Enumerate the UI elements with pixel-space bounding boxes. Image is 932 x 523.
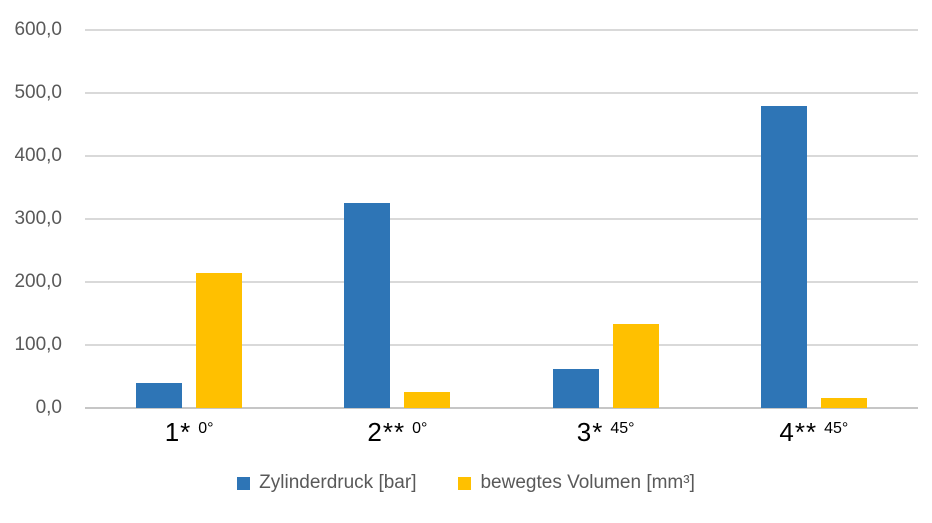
x-axis-label-angle: 0° [198, 420, 214, 437]
y-tick-label: 300,0 [14, 208, 62, 229]
x-axis-label-angle: 0° [412, 420, 428, 437]
y-tick-label: 500,0 [14, 82, 62, 103]
legend-item-zylinderdruck: Zylinderdruck [bar] [237, 472, 416, 494]
legend-item-bewegtes-volumen: bewegtes Volumen [mm³] [458, 472, 695, 494]
y-tick-label: 600,0 [14, 19, 62, 40]
bar-volumen-2 [404, 391, 451, 408]
bar-zylinderdruck-1 [136, 382, 183, 408]
x-axis-label: 1* 0° [84, 417, 294, 448]
x-axis-label-angle: 45° [610, 420, 635, 437]
y-tick-label: 200,0 [14, 271, 62, 292]
chart-legend: Zylinderdruck [bar] bewegtes Volumen [mm… [0, 472, 932, 494]
x-axis-label-main: 2** [367, 417, 406, 447]
bar-zylinderdruck-3 [552, 368, 599, 408]
y-tick-label: 400,0 [14, 145, 62, 166]
bar-volumen-4 [820, 397, 867, 408]
x-axis-label-main: 1* [164, 417, 192, 447]
y-tick-label: 100,0 [14, 334, 62, 355]
gridline [85, 29, 918, 31]
gridline [85, 218, 918, 220]
bar-volumen-1 [196, 273, 243, 408]
legend-swatch-blue [237, 476, 251, 490]
x-axis-label-main: 4** [779, 417, 818, 447]
x-axis-label: 3* 45° [501, 417, 711, 448]
bar-zylinderdruck-4 [760, 105, 807, 408]
x-axis-label: 2** 0° [292, 417, 502, 448]
gridline [85, 155, 918, 157]
x-axis-baseline [85, 407, 918, 409]
legend-label: Zylinderdruck [bar] [259, 472, 417, 493]
y-tick-label: 0,0 [35, 397, 62, 418]
gridline [85, 92, 918, 94]
legend-label: bewegtes Volumen [mm³] [480, 472, 695, 493]
gridline [85, 344, 918, 346]
x-axis-label-main: 3* [576, 417, 604, 447]
x-axis-label-angle: 45° [824, 420, 849, 437]
plot-area [85, 29, 918, 409]
legend-swatch-yellow [458, 476, 472, 490]
x-axis-label: 4** 45° [709, 417, 919, 448]
gridline [85, 281, 918, 283]
bar-zylinderdruck-2 [344, 203, 391, 408]
bar-volumen-3 [612, 324, 659, 408]
